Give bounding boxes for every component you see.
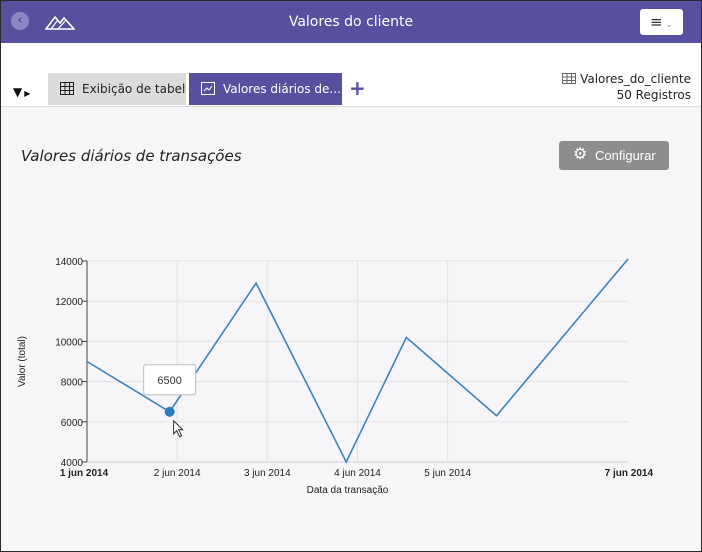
x-tick-label: 5 jun 2014 [424, 468, 471, 479]
tab-table-view[interactable]: Exibição de tabela [48, 73, 186, 105]
datasource-info: Valores_do_cliente 50 Registros [562, 71, 691, 103]
tab-label: Valores diários de... [223, 82, 341, 96]
mountain-logo-icon [45, 15, 75, 30]
tab-bar: ▼ ▶ Exibição de tabela Valores diários de… [1, 43, 701, 107]
table-icon [562, 73, 577, 84]
x-tick-label: 2 jun 2014 [154, 468, 201, 479]
tooltip-value: 6500 [157, 375, 181, 387]
x-axis-title: Data da transação [307, 485, 389, 496]
tab-daily-values-chart[interactable]: Valores diários de... [189, 73, 342, 105]
back-arrow-icon[interactable]: ‹ [11, 12, 29, 30]
x-tick-label: 1 jun 2014 [60, 468, 109, 479]
gear-icon: ⚙ [573, 146, 588, 163]
filter-icon: ▼ [13, 85, 23, 99]
y-tick-label: 14000 [55, 257, 83, 268]
chart-title: Valores diários de transações [21, 147, 242, 165]
data-point [164, 406, 175, 417]
tab-label: Exibição de tabela [82, 82, 186, 96]
line-chart: 4000 6000 8000 10000 12000 14000 1 jun 2014 2 j… [17, 257, 654, 496]
tooltip-box [143, 364, 197, 396]
mouse-cursor-icon [173, 419, 184, 438]
table-icon [60, 82, 74, 95]
configure-button[interactable]: ⚙ Configurar [559, 141, 669, 170]
x-tick-label: 7 jun 2014 [605, 468, 654, 479]
record-count: 50 Registros [616, 88, 691, 102]
page-title: Valores do cliente [288, 14, 414, 30]
hamburger-icon: ≡ [649, 13, 663, 31]
filter-button[interactable]: ▼ ▶ [13, 85, 30, 99]
y-tick-label: 6000 [61, 418, 84, 429]
hamburger-menu-button[interactable]: ≡ ⌄ [640, 9, 683, 35]
datasource-name: Valores_do_cliente [580, 72, 691, 86]
y-tick-label: 10000 [55, 337, 83, 348]
chevron-down-icon: ⌄ [665, 20, 674, 30]
y-tick-label: 4000 [61, 458, 84, 469]
caret-right-icon: ▶ [24, 89, 31, 98]
y-tick-label: 12000 [55, 297, 83, 308]
x-tick-label: 3 jun 2014 [244, 468, 291, 479]
chart-icon [201, 82, 215, 95]
configure-label: Configurar [595, 148, 656, 163]
y-tick-label: 8000 [61, 378, 84, 389]
header-bar: ‹ Valores do cliente ≡ ⌄ [1, 1, 701, 43]
x-tick-label: 4 jun 2014 [334, 468, 381, 479]
add-tab-icon[interactable]: + [349, 76, 366, 100]
y-axis-title: Valor (total) [17, 336, 28, 387]
